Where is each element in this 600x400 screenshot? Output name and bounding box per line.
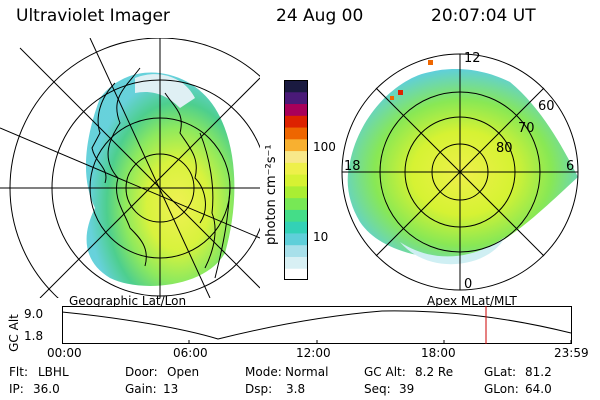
- timeline-xtick-0000: 00:00: [47, 346, 82, 360]
- mlat-mlt-polar-plot: 12 18 6 0 60 70 80: [341, 52, 579, 292]
- time-label: 20:07:04 UT: [431, 6, 536, 26]
- mlt-label-0: 0: [464, 277, 472, 292]
- timeline-xtick-1800: 18:00: [421, 346, 456, 360]
- date-label: 24 Aug 00: [276, 6, 364, 26]
- info-glon-label: GLon:: [484, 382, 519, 396]
- colorbar-swatch: [284, 150, 308, 163]
- timeline-xtick-1200: 12:00: [296, 346, 331, 360]
- colorbar-swatch: [284, 221, 308, 234]
- mlat-label-60: 60: [538, 99, 555, 114]
- info-flt-label: Flt:: [9, 365, 28, 379]
- info-gain-value: 13: [163, 382, 179, 396]
- info-mode-label: Mode:: [245, 365, 282, 379]
- colorbar-swatch: [284, 91, 308, 105]
- info-gcalt-value: 8.2 Re: [415, 365, 454, 379]
- info-flt-value: LBHL: [38, 365, 69, 379]
- right-panel-caption: Apex MLat/MLT: [427, 294, 517, 308]
- colorbar-swatch: [284, 138, 308, 152]
- timeline-axis-label: GC Alt: [7, 314, 21, 352]
- info-door-label: Door:: [125, 365, 158, 379]
- colorbar-swatch: [284, 185, 308, 199]
- info-glat-value: 81.2: [525, 365, 552, 379]
- info-door-value: Open: [167, 365, 200, 379]
- colorbar-swatch: [284, 115, 308, 128]
- timeline-ytick-1-8: 1.8: [24, 329, 44, 343]
- colorbar-swatch: [284, 268, 308, 280]
- colorbar-swatch: [284, 197, 308, 210]
- colorbar-tick-100: 100: [313, 140, 336, 154]
- timeline-ytick-9: 9.0: [24, 307, 44, 321]
- left-panel-caption: Geographic Lat/Lon: [69, 294, 187, 308]
- colorbar-unit-label: photon cm⁻²s⁻¹: [264, 144, 279, 245]
- info-gcalt-label: GC Alt:: [364, 365, 406, 379]
- colorbar: [284, 80, 308, 280]
- colorbar-swatch: [284, 244, 308, 257]
- info-glat-label: GLat:: [484, 365, 517, 379]
- mlt-label-6: 6: [566, 159, 574, 174]
- info-mode-value: Normal: [285, 365, 329, 379]
- info-seq-value: 39: [399, 382, 415, 396]
- info-dsp-value: 3.8: [286, 382, 306, 396]
- colorbar-swatch: [284, 209, 308, 222]
- mlt-label-12: 12: [464, 52, 481, 66]
- geographic-map: [0, 38, 260, 298]
- mlt-label-18: 18: [344, 159, 361, 174]
- info-dsp-label: Dsp:: [245, 382, 273, 396]
- info-ip-value: 36.0: [33, 382, 60, 396]
- instrument-title: Ultraviolet Imager: [16, 6, 170, 26]
- info-gain-label: Gain:: [125, 382, 157, 396]
- colorbar-swatch: [284, 80, 308, 93]
- right-aurora-image: [347, 69, 578, 259]
- timeline-xtick-0600: 06:00: [173, 346, 208, 360]
- colorbar-swatch: [284, 256, 308, 269]
- colorbar-swatch: [284, 127, 308, 140]
- colorbar-swatch: [284, 103, 308, 116]
- info-glon-value: 64.0: [525, 382, 552, 396]
- info-ip-label: IP:: [9, 382, 24, 396]
- timeline-xtick-2359: 23:59: [554, 346, 589, 360]
- colorbar-swatch: [284, 232, 308, 246]
- colorbar-swatch: [284, 162, 308, 175]
- mlat-label-80: 80: [496, 141, 513, 156]
- timeline-plot: [62, 306, 572, 344]
- info-seq-label: Seq:: [364, 382, 391, 396]
- mlat-label-70: 70: [518, 121, 535, 136]
- colorbar-tick-10: 10: [313, 230, 329, 244]
- colorbar-swatch: [284, 174, 308, 187]
